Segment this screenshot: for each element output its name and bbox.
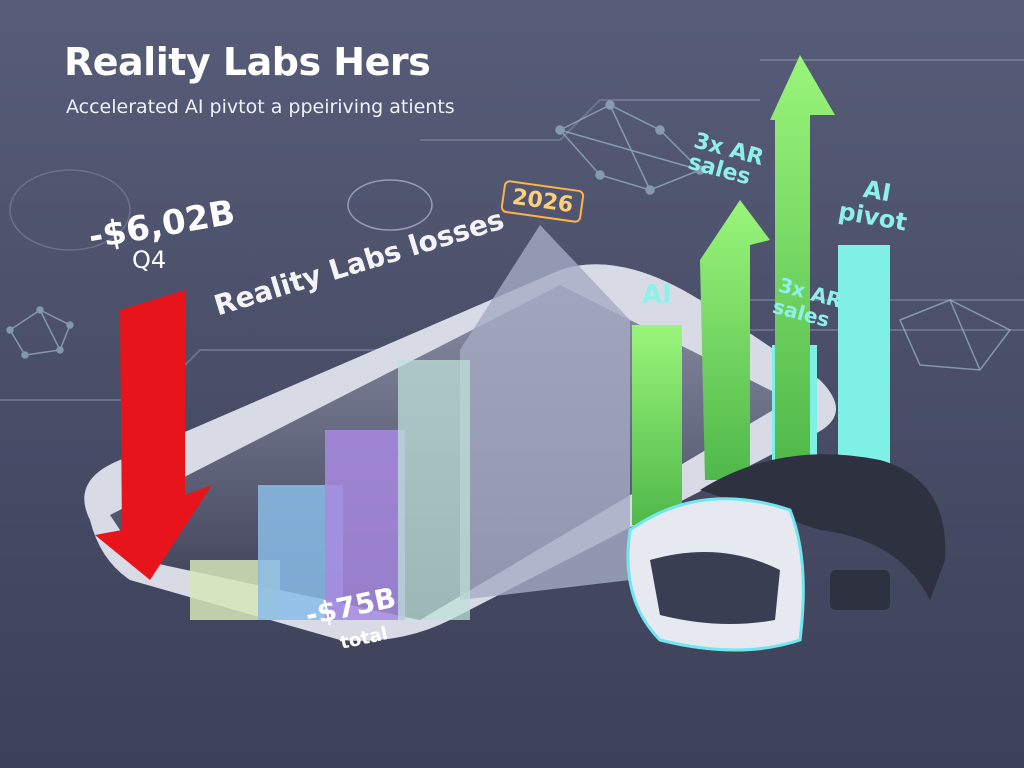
bar	[838, 245, 890, 465]
q4-loss-period: Q4	[132, 246, 167, 274]
vr-headset-icon	[626, 454, 946, 652]
page-title: Reality Labs Hers	[64, 40, 431, 84]
growth-arrow	[700, 200, 770, 480]
neural-network-icon	[6, 100, 1012, 371]
brain-icon	[347, 179, 433, 231]
ai-label: AI	[642, 280, 672, 310]
bar	[325, 430, 405, 620]
peak	[460, 225, 630, 600]
brain-icon	[9, 169, 131, 251]
ai-pivot-label: AI pivot	[836, 175, 910, 237]
bar	[398, 360, 470, 620]
bar	[632, 325, 682, 525]
loss-arrow	[95, 290, 212, 580]
growth-arrow	[770, 55, 835, 470]
page-subtitle: Accelerated AI pivtot a ppeiriving atien…	[66, 96, 455, 118]
